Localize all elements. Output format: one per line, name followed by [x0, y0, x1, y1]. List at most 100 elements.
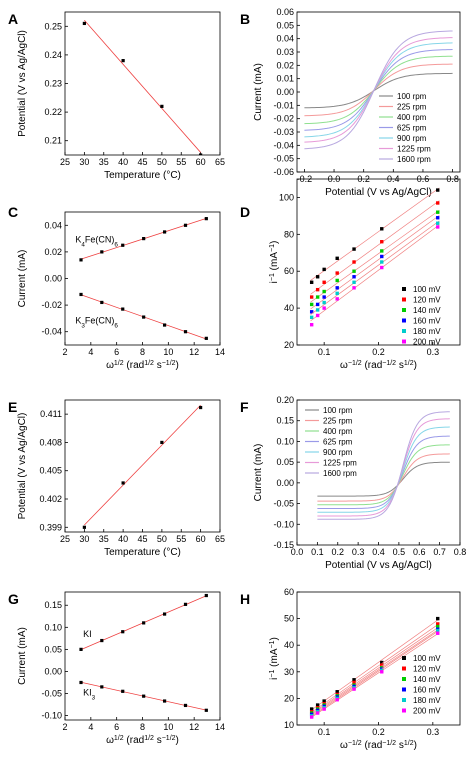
data-point — [315, 275, 320, 279]
x-tick-label: 30 — [79, 157, 89, 167]
x-tick-label: 0.3 — [352, 547, 365, 557]
legend-label: 1225 rpm — [397, 145, 431, 154]
x-tick-label: 35 — [99, 534, 109, 544]
legend-label: 1225 rpm — [323, 459, 357, 468]
series-line — [317, 461, 450, 497]
data-point — [309, 323, 314, 327]
legend-swatch — [402, 339, 406, 344]
data-point — [183, 330, 188, 334]
x-tick-label: 6 — [114, 722, 119, 732]
plot-frame — [64, 399, 221, 533]
data-point — [204, 708, 208, 712]
y-tick-label: 0.02 — [44, 247, 62, 257]
legend-label: 900 rpm — [397, 134, 427, 143]
data-point — [380, 663, 384, 667]
data-point — [352, 286, 356, 290]
data-point — [436, 622, 440, 626]
y-tick-label: 20 — [284, 693, 294, 703]
data-point — [335, 256, 339, 261]
legend-label: 180 mV — [413, 327, 441, 336]
data-point — [436, 216, 440, 220]
legend-label: 1600 rpm — [323, 469, 357, 478]
fit-line — [310, 632, 440, 719]
x-tick-label: 6 — [114, 347, 119, 357]
y-tick-label: 0.23 — [44, 79, 62, 89]
data-point — [436, 616, 440, 621]
x-tick-label: 30 — [79, 534, 89, 544]
series-line — [304, 72, 453, 109]
data-point — [335, 698, 339, 702]
x-axis-label: Temperature (°C) — [104, 547, 181, 558]
legend-label: 625 rpm — [323, 438, 353, 447]
series-annotation: K3Fe(CN)6 — [75, 316, 118, 330]
data-point — [309, 302, 314, 307]
fit-line — [310, 187, 440, 281]
x-tick-label: 10 — [163, 722, 173, 732]
x-tick-label: 45 — [137, 157, 147, 167]
data-point — [352, 678, 356, 682]
y-tick-label: 0.22 — [44, 107, 62, 117]
data-point — [204, 217, 208, 221]
data-point — [183, 602, 188, 606]
x-tick-label: 40 — [118, 157, 128, 167]
fit-line — [84, 20, 201, 153]
y-tick-label: -0.03 — [273, 127, 294, 137]
data-point — [142, 237, 146, 241]
plot-area — [79, 593, 208, 712]
data-point — [315, 308, 320, 312]
legend-swatch — [402, 687, 406, 692]
y-tick-label: -0.02 — [41, 300, 62, 310]
y-tick-label: -0.10 — [273, 519, 294, 529]
legend-label: 120 mV — [413, 665, 441, 674]
y-tick-label: -0.05 — [273, 154, 294, 164]
y-tick-label: 0.00 — [44, 274, 62, 284]
legend-swatch — [402, 308, 406, 312]
data-point — [204, 593, 208, 598]
x-tick-label: 0.1 — [318, 727, 331, 737]
data-point — [162, 230, 167, 234]
legend-label: 120 mV — [413, 296, 441, 305]
y-tick-label: -0.10 — [41, 711, 62, 721]
y-tick-label: -0.05 — [273, 499, 294, 509]
data-point — [322, 295, 326, 299]
x-tick-label: 12 — [189, 722, 199, 732]
x-tick-label: 8 — [140, 722, 145, 732]
data-point — [199, 405, 203, 410]
y-tick-label: 80 — [284, 229, 294, 239]
x-tick-label: 4 — [88, 347, 93, 357]
legend-label: 140 mV — [413, 675, 441, 684]
panel-letter: G — [8, 591, 19, 607]
x-tick-label: 40 — [118, 534, 128, 544]
y-axis-label: Current (mA) — [253, 63, 264, 121]
fit-line — [310, 628, 440, 716]
series-line — [304, 63, 453, 117]
data-point — [380, 265, 384, 270]
data-point — [100, 685, 104, 689]
series-line — [317, 411, 450, 520]
fit-line — [84, 404, 201, 526]
y-axis-label: Current (mA) — [253, 444, 264, 502]
data-point — [309, 295, 314, 299]
panel-letter: F — [240, 399, 249, 415]
y-tick-label: 50 — [284, 614, 294, 624]
data-point — [121, 689, 125, 693]
data-point — [436, 188, 440, 192]
legend-label: 900 rpm — [323, 448, 353, 457]
fit-line — [310, 220, 440, 315]
fit-line — [310, 209, 440, 303]
panel-a: A 25 30 35 40 45 50 55 60 65 0.21 0.22 0.23 0.24 0.25 T… — [8, 11, 225, 181]
data-point — [335, 278, 339, 283]
legend-swatch — [402, 656, 406, 660]
x-tick-label: 45 — [137, 534, 147, 544]
legend-label: 200 mV — [413, 707, 441, 716]
data-point — [436, 631, 440, 635]
data-point — [322, 280, 326, 284]
data-point — [309, 280, 314, 284]
y-tick-label: 0.04 — [44, 220, 62, 230]
data-point — [380, 660, 384, 665]
legend-label: 100 mV — [413, 654, 441, 663]
legend-swatch — [402, 677, 406, 681]
x-tick-label: 60 — [196, 534, 206, 544]
data-point — [121, 630, 125, 634]
